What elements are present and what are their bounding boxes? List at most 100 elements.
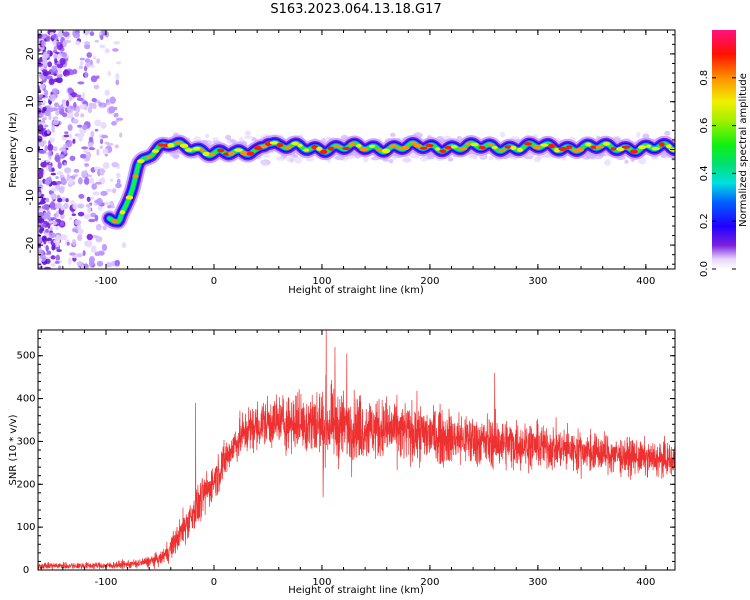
noise-speckle — [111, 161, 119, 168]
noise-speckle — [83, 177, 90, 185]
snr-y-ticks: 0 100 200 300 400 500 — [16, 329, 675, 576]
ridge-peak — [450, 145, 458, 149]
noise-speckle — [63, 162, 67, 166]
ridge-peak — [111, 219, 118, 223]
noise-speckle — [89, 59, 93, 67]
noise-speckle — [84, 163, 90, 167]
noise-speckle — [57, 265, 62, 269]
noise-speckle — [94, 214, 99, 222]
noise-speckle — [54, 155, 61, 162]
y-tick-label: 100 — [16, 522, 35, 533]
noise-speckle — [42, 116, 48, 121]
noise-speckle — [69, 217, 73, 221]
noise-speckle — [92, 102, 97, 110]
noise-speckle — [69, 155, 76, 162]
x-tick-label: 0 — [211, 276, 217, 287]
noise-speckle — [102, 225, 108, 231]
noise-speckle — [115, 119, 120, 123]
noise-speckle — [38, 184, 43, 190]
ridge-peak — [199, 148, 205, 152]
noise-speckle — [244, 135, 253, 139]
y-tick-label: 0 — [23, 565, 29, 576]
noise-speckle — [76, 124, 83, 128]
noise-speckle — [93, 84, 100, 90]
noise-speckle — [86, 233, 93, 241]
x-tick-label: 400 — [636, 577, 655, 588]
noise-speckle — [50, 263, 56, 267]
noise-speckle — [38, 168, 44, 173]
noise-speckle — [488, 155, 494, 161]
noise-speckle — [47, 50, 51, 55]
noise-speckle — [47, 61, 53, 68]
ridge-peak — [645, 144, 652, 148]
noise-speckle — [106, 142, 114, 146]
noise-speckle — [64, 167, 72, 174]
noise-speckle — [69, 200, 75, 205]
ridge-peak — [240, 151, 250, 156]
colorbar-tick-label: 0.2 — [699, 213, 710, 229]
noise-speckle — [54, 260, 60, 264]
noise-speckle — [52, 65, 57, 72]
noise-speckle — [89, 64, 96, 68]
noise-speckle — [84, 240, 88, 247]
noise-speckle — [100, 30, 105, 34]
noise-speckle — [38, 135, 43, 143]
noise-speckle — [52, 34, 57, 39]
noise-speckle — [86, 196, 91, 202]
noise-speckle — [77, 211, 85, 217]
noise-speckle — [244, 130, 252, 136]
y-tick-label: 400 — [16, 394, 35, 405]
x-tick-label: 0 — [211, 577, 217, 588]
noise-speckle — [85, 62, 91, 68]
noise-speckle — [62, 40, 68, 47]
noise-speckle — [112, 48, 119, 52]
noise-speckle — [107, 70, 111, 76]
noise-speckle — [39, 112, 44, 118]
noise-speckle — [94, 39, 99, 43]
noise-speckle — [96, 58, 100, 64]
ridge-peak — [585, 142, 592, 147]
ridge-peak — [179, 143, 189, 148]
noise-speckle — [96, 148, 100, 156]
noise-speckle — [85, 203, 91, 208]
noise-speckle — [102, 162, 110, 169]
noise-speckle — [60, 177, 66, 181]
ridge-peak — [348, 142, 356, 147]
ridge-peak — [333, 144, 342, 148]
ridge-peak — [621, 145, 631, 149]
noise-speckle — [57, 197, 63, 203]
noise-speckle — [83, 263, 89, 269]
noise-speckle — [84, 43, 91, 50]
noise-speckle — [115, 182, 122, 189]
noise-speckle — [81, 170, 88, 178]
x-tick-label: 400 — [636, 276, 655, 287]
ridge-peak — [269, 141, 279, 145]
noise-speckle — [83, 149, 88, 154]
noise-speckle — [107, 101, 111, 106]
ridge-peak — [389, 144, 397, 149]
noise-speckle — [64, 131, 69, 135]
noise-speckle — [50, 255, 56, 260]
noise-speckle — [90, 212, 96, 218]
noise-speckle — [108, 106, 116, 114]
noise-speckle — [86, 174, 93, 178]
noise-speckle — [82, 124, 88, 130]
noise-speckle — [88, 136, 94, 143]
noise-speckle — [638, 157, 647, 165]
noise-speckle — [79, 103, 87, 110]
noise-speckle — [78, 177, 83, 185]
ridge-peak — [400, 145, 410, 151]
noise-speckle — [45, 35, 51, 42]
noise-speckle — [55, 226, 59, 231]
noise-speckle — [42, 106, 47, 111]
noise-speckle — [100, 121, 107, 129]
noise-speckle — [38, 171, 44, 179]
noise-speckle — [65, 70, 70, 76]
noise-speckle — [111, 204, 115, 209]
noise-speckle — [62, 31, 70, 37]
noise-speckle — [77, 81, 85, 85]
ridge-peak — [217, 148, 225, 153]
noise-speckle — [57, 30, 64, 38]
noise-speckle — [38, 243, 41, 249]
ridge-peak — [487, 142, 494, 147]
